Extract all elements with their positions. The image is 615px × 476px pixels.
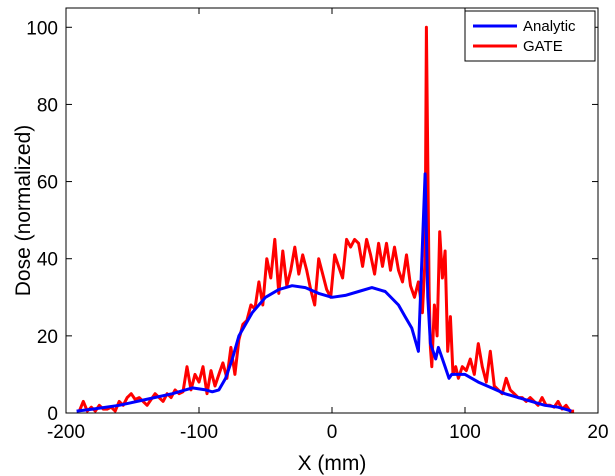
- x-tick-label: 100: [449, 422, 481, 443]
- x-tick-label: 0: [327, 422, 338, 443]
- y-tick-label: 100: [26, 18, 58, 39]
- y-tick-label: 80: [37, 95, 58, 116]
- legend-box: [464, 10, 596, 62]
- legend: Analytic GATE: [464, 10, 596, 62]
- x-axis-ticks: -200 -100 0 100 20: [47, 8, 609, 443]
- legend-label-gate: GATE: [523, 38, 563, 55]
- x-tick-label: -100: [180, 422, 218, 443]
- y-tick-label: 40: [37, 250, 58, 271]
- x-axis-label: X (mm): [298, 452, 367, 475]
- legend-label-analytic: Analytic: [523, 18, 576, 35]
- y-axis-label: Dose (normalized): [12, 125, 35, 297]
- y-tick-label: 20: [37, 327, 58, 348]
- x-tick-label: -200: [47, 422, 85, 443]
- y-axis-ticks: 0 20 40 60 80 100: [26, 18, 598, 425]
- x-tick-label: 20: [587, 422, 608, 443]
- series-line-analytic: [76, 172, 572, 413]
- series-layer: [76, 25, 575, 413]
- y-tick-label: 60: [37, 173, 58, 194]
- y-tick-label: 0: [47, 404, 58, 425]
